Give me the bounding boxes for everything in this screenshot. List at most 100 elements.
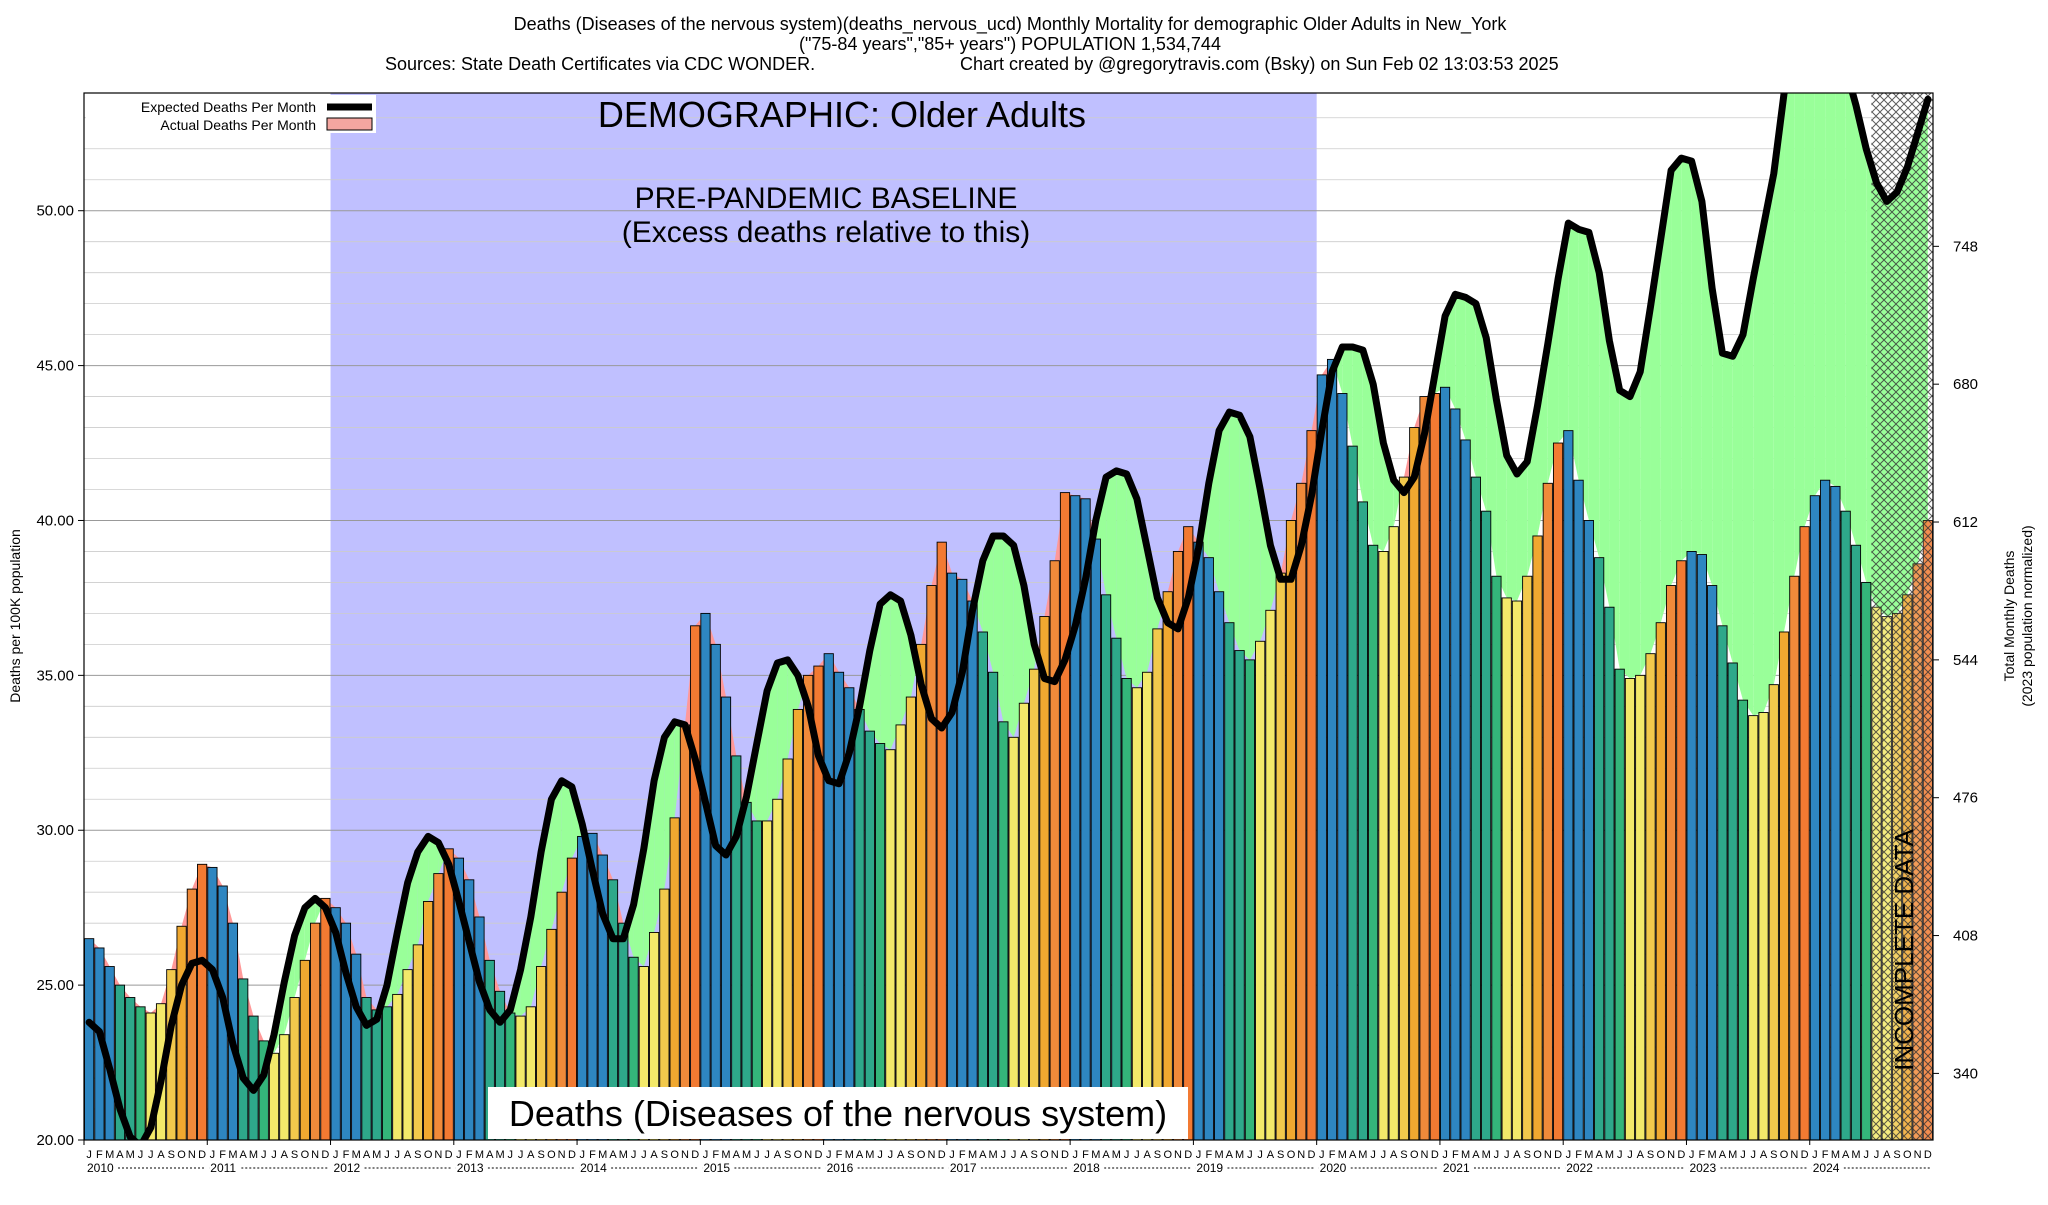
month-tick-label: J — [384, 1149, 390, 1161]
bar — [1831, 486, 1840, 1140]
bar — [1810, 496, 1819, 1140]
bar — [1718, 626, 1727, 1140]
month-tick-label: O — [670, 1149, 679, 1161]
month-tick-label: S — [291, 1149, 298, 1161]
y-tick-label: 50.00 — [36, 203, 74, 220]
bar — [917, 644, 926, 1140]
month-tick-label: J — [1196, 1149, 1202, 1161]
month-tick-label: M — [742, 1149, 751, 1161]
bar — [1071, 496, 1080, 1140]
y2-tick-label: 612 — [1953, 514, 1978, 531]
month-tick-label: M — [968, 1149, 977, 1161]
month-tick-label: O — [301, 1149, 310, 1161]
month-tick-label: O — [1657, 1149, 1666, 1161]
bar — [1666, 586, 1675, 1140]
month-tick-label: J — [148, 1149, 154, 1161]
bar — [711, 644, 720, 1140]
month-tick-label: J — [138, 1149, 144, 1161]
month-tick-label: J — [1874, 1149, 1880, 1161]
bar — [1841, 511, 1850, 1140]
bar — [1677, 561, 1686, 1140]
month-tick-label: N — [1174, 1149, 1182, 1161]
month-tick-label: F — [96, 1149, 103, 1161]
bar — [1533, 536, 1542, 1140]
month-tick-label: M — [475, 1149, 484, 1161]
month-tick-label: J — [1740, 1149, 1746, 1161]
month-tick-label: J — [764, 1149, 770, 1161]
bar — [1512, 601, 1521, 1140]
month-tick-label: O — [917, 1149, 926, 1161]
month-tick-label: J — [1494, 1149, 1500, 1161]
year-label: 2016 — [827, 1161, 854, 1175]
y2-tick-label: 476 — [1953, 790, 1978, 807]
month-tick-label: N — [188, 1149, 196, 1161]
month-tick-label: J — [703, 1149, 709, 1161]
y-tick-label: 35.00 — [36, 667, 74, 684]
month-tick-label: A — [527, 1149, 535, 1161]
bar — [968, 601, 977, 1140]
month-tick-label: M — [1851, 1149, 1860, 1161]
month-tick-label: J — [1001, 1149, 1007, 1161]
year-label: 2022 — [1566, 1161, 1593, 1175]
month-tick-label: A — [240, 1149, 248, 1161]
month-tick-label: M — [105, 1149, 114, 1161]
y2-tick-label: 748 — [1953, 238, 1978, 255]
month-tick-label: D — [1554, 1149, 1562, 1161]
excess-area — [1681, 158, 1691, 561]
bar — [1564, 431, 1573, 1140]
bar — [1543, 483, 1552, 1140]
excess-area — [1846, 68, 1856, 545]
bar — [1862, 582, 1871, 1140]
bar — [136, 1007, 145, 1140]
month-tick-label: M — [619, 1149, 628, 1161]
month-tick-label: M — [126, 1149, 135, 1161]
month-tick-label: N — [1421, 1149, 1429, 1161]
bar — [290, 998, 299, 1140]
y-tick-label: 25.00 — [36, 977, 74, 994]
month-tick-label: F — [836, 1149, 843, 1161]
month-tick-label: N — [434, 1149, 442, 1161]
bar — [1327, 359, 1336, 1140]
bar — [187, 889, 196, 1140]
bar — [413, 945, 422, 1140]
month-tick-label: S — [1893, 1149, 1900, 1161]
year-label: 2011 — [210, 1161, 236, 1175]
bar — [1091, 539, 1100, 1140]
month-tick-label: M — [352, 1149, 361, 1161]
month-tick-label: J — [1124, 1149, 1130, 1161]
month-tick-label: J — [1617, 1149, 1623, 1161]
bar — [197, 864, 206, 1140]
bar — [1060, 493, 1069, 1140]
excess-area — [1692, 161, 1702, 554]
bar — [1153, 629, 1162, 1140]
bar — [269, 1053, 278, 1140]
bar — [834, 672, 843, 1140]
month-tick-label: J — [1381, 1149, 1387, 1161]
excess-area — [1764, 174, 1774, 713]
y2-axis-label-line1: Total Monthly Deaths — [2001, 551, 2017, 682]
month-tick-label: N — [681, 1149, 689, 1161]
month-tick-label: D — [568, 1149, 576, 1161]
year-label: 2014 — [580, 1161, 607, 1175]
month-tick-label: J — [949, 1149, 955, 1161]
month-tick-label: A — [609, 1149, 617, 1161]
month-tick-label: N — [804, 1149, 812, 1161]
bar — [372, 1010, 381, 1140]
month-tick-label: N — [1051, 1149, 1059, 1161]
bar — [1389, 527, 1398, 1140]
month-tick-label: D — [814, 1149, 822, 1161]
excess-area — [1507, 455, 1517, 601]
bar — [824, 654, 833, 1140]
excess-area — [1240, 415, 1250, 660]
month-tick-label: M — [1605, 1149, 1614, 1161]
year-label: 2010 — [87, 1161, 114, 1175]
legend-expected-label: Expected Deaths Per Month — [141, 99, 316, 115]
y-tick-label: 45.00 — [36, 358, 74, 375]
y-axis-label: Deaths per 100K population — [7, 529, 23, 703]
month-tick-label: J — [271, 1149, 277, 1161]
month-tick-label: F — [1329, 1149, 1336, 1161]
bar — [177, 926, 186, 1140]
month-tick-label: S — [1647, 1149, 1654, 1161]
month-tick-label: D — [1184, 1149, 1192, 1161]
